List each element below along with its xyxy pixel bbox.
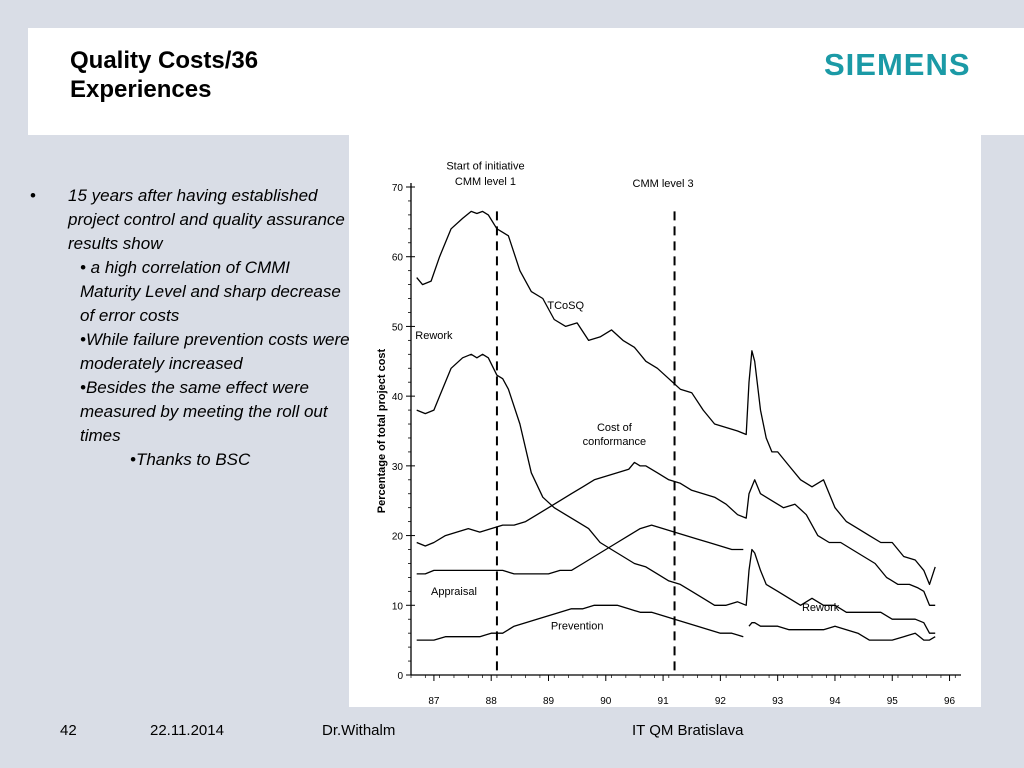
y-tick-label-70: 70	[392, 183, 404, 194]
series-line-4	[416, 524, 744, 575]
y-tick-label-10: 10	[392, 601, 404, 612]
sub-bullet-2: •While failure prevention costs were mod…	[80, 330, 350, 373]
x-tick-label-90: 90	[600, 696, 612, 707]
series-line-6	[748, 622, 936, 641]
sub-bullet-1: • a high correlation of CMMI Maturity Le…	[80, 258, 341, 325]
series-line-1	[416, 210, 936, 586]
sub-bullet-3: •Besides the same effect were measured b…	[80, 378, 328, 445]
series-label-4: Appraisal	[431, 586, 477, 598]
x-tick-label-93: 93	[772, 696, 784, 707]
y-axis-title: Percentage of total project cost	[376, 348, 388, 513]
quality-cost-chart: 0 10 20 30 40 50 60 70 87 88 89 90 91 92 93 94 95 96 Perce…	[349, 135, 981, 707]
annotation-3: CMM level 3	[633, 178, 694, 190]
series-line-3	[416, 461, 936, 606]
bullet-dot: •	[30, 186, 36, 205]
footer-org: IT QM Bratislava	[632, 722, 744, 739]
series-line-5	[416, 604, 744, 641]
y-tick-label-60: 60	[392, 253, 404, 264]
x-tick-label-92: 92	[715, 696, 727, 707]
title-line-1: Quality Costs/36	[70, 47, 259, 74]
series-label-2: Rework	[415, 330, 453, 342]
series-label-5: Prevention	[551, 621, 604, 633]
sub-sub-bullet: •Thanks to BSC	[130, 450, 251, 469]
siemens-logo: SIEMENS	[824, 47, 971, 82]
series-label-1: TCoSQ	[547, 300, 584, 312]
y-tick-label-50: 50	[392, 322, 404, 333]
x-tick-label-88: 88	[486, 696, 498, 707]
slide-title: Quality Costs/36 Experiences	[70, 46, 258, 104]
footer-date: 22.11.2014	[150, 722, 224, 739]
x-tick-label-95: 95	[887, 696, 899, 707]
series-label-3-1: Cost of	[597, 422, 633, 434]
series-label-3-2: conformance	[583, 436, 647, 448]
y-tick-label-30: 30	[392, 462, 404, 473]
x-tick-label-96: 96	[944, 696, 956, 707]
bullet-main-text: 15 years after having established projec…	[68, 186, 345, 253]
x-tick-label-94: 94	[829, 696, 841, 707]
footer-author: Dr.Withalm	[322, 722, 396, 739]
bullet-main: • 15 years after having established proj…	[30, 184, 350, 256]
series-line-2	[416, 353, 936, 634]
y-tick-label-20: 20	[392, 532, 404, 543]
series-label-6: Rework	[802, 602, 840, 614]
footer-page-number: 42	[60, 722, 77, 739]
x-tick-label-87: 87	[428, 696, 440, 707]
y-tick-label-0: 0	[397, 671, 403, 682]
x-tick-label-89: 89	[543, 696, 555, 707]
chart-svg: 0 10 20 30 40 50 60 70 87 88 89 90 91 92 93 94 95 96 Perce…	[376, 161, 961, 707]
title-line-2: Experiences	[70, 76, 212, 103]
annotation-2: CMM level 1	[455, 176, 516, 188]
x-tick-label-91: 91	[658, 696, 670, 707]
slide-header: Quality Costs/36 Experiences SIEMENS	[28, 28, 1024, 135]
annotation-1: Start of initiative	[446, 161, 524, 173]
bullet-list: • 15 years after having established proj…	[30, 184, 350, 472]
y-tick-label-40: 40	[392, 392, 404, 403]
